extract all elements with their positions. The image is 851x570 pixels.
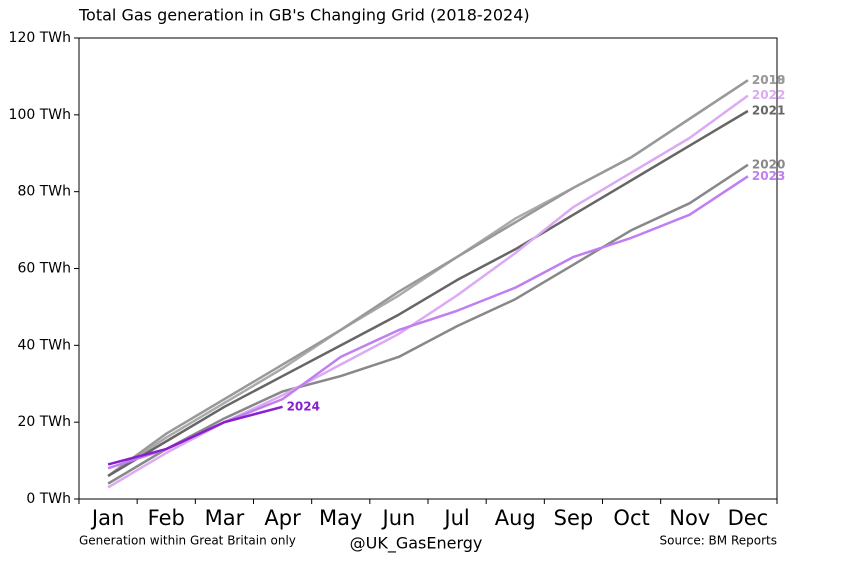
footer-left: Generation within Great Britain only (79, 534, 296, 548)
y-tick-label: 40 TWh (17, 337, 71, 353)
y-tick-label: 0 TWh (26, 491, 71, 507)
x-tick-label: Aug (495, 506, 536, 530)
x-tick-label: Oct (613, 506, 649, 530)
x-tick-label: Sep (554, 506, 594, 530)
series-line (107, 109, 749, 478)
footer-right: Source: BM Reports (659, 534, 777, 548)
series-label: 2019 (752, 73, 785, 87)
series-label: 2021 (752, 103, 785, 117)
x-tick-label: Feb (148, 506, 185, 530)
y-tick-label: 60 TWh (17, 261, 71, 277)
x-tick-label: Apr (264, 506, 301, 530)
y-tick-label: 20 TWh (17, 414, 71, 430)
y-tick-label: 120 TWh (9, 30, 71, 46)
series-line (107, 79, 749, 477)
x-tick-label: Jan (90, 506, 124, 530)
series-line (107, 163, 749, 485)
x-tick-label: Mar (205, 506, 245, 530)
x-tick-label: Nov (669, 506, 710, 530)
series-label: 2020 (752, 157, 785, 171)
series-line (107, 79, 749, 477)
y-tick-label: 80 TWh (17, 184, 71, 200)
x-tick-label: May (319, 506, 362, 530)
chart-title: Total Gas generation in GB's Changing Gr… (78, 6, 530, 25)
series-label: 2022 (752, 88, 785, 102)
x-tick-label: Jul (442, 506, 469, 530)
series-line (107, 405, 283, 466)
series-label: 2024 (287, 399, 320, 413)
x-tick-label: Dec (728, 506, 769, 530)
y-tick-label: 100 TWh (9, 107, 71, 123)
series-label: 2018 (752, 73, 785, 87)
x-tick-label: Jun (381, 506, 416, 530)
footer-center: @UK_GasEnergy (350, 534, 483, 554)
series-label: 2023 (752, 169, 785, 183)
